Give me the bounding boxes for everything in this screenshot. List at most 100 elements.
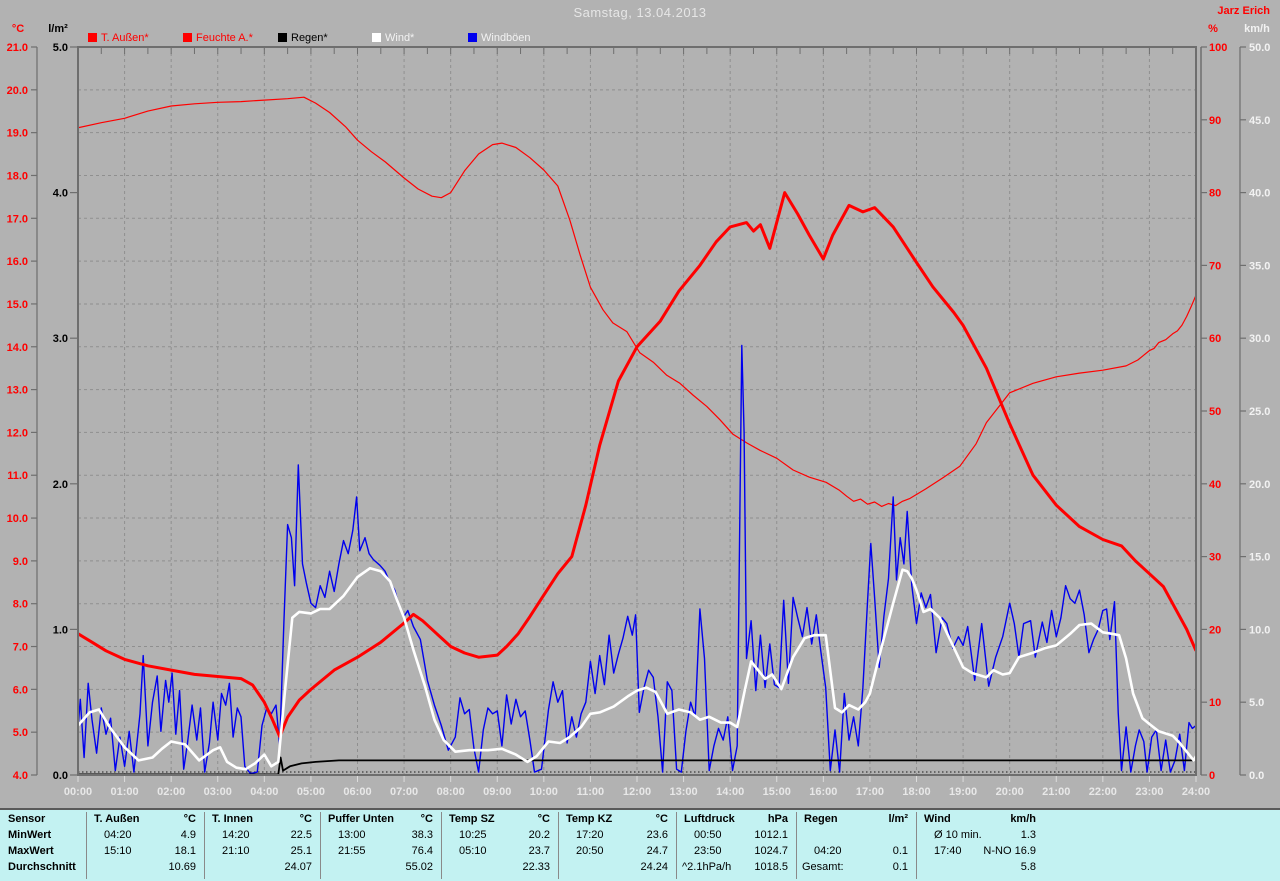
axis-tick-label: 19:00 <box>949 786 977 798</box>
table-column-divider <box>204 812 205 879</box>
axis-tick-label: 15.0 <box>7 299 28 311</box>
axis-tick-label: 3.0 <box>53 333 68 345</box>
table-cell: 23.6 <box>646 829 668 841</box>
table-cell: 21:10 <box>222 845 250 857</box>
table-cell: 21:55 <box>338 845 366 857</box>
table-cell: Wind <box>924 813 951 825</box>
axis-tick-label: 50.0 <box>1249 42 1270 54</box>
table-cell: hPa <box>767 813 788 825</box>
axis-tick-label: 14.0 <box>7 342 28 354</box>
legend-swatch-icon <box>88 33 97 42</box>
table-cell: 23.7 <box>528 845 550 857</box>
plot-border <box>77 46 1197 776</box>
table-cell: Regen <box>804 813 838 825</box>
table-column-divider <box>916 812 917 879</box>
axis-tick-label: 21:00 <box>1042 786 1070 798</box>
table-cell: 17:40 <box>934 845 962 857</box>
legend-swatch-icon <box>278 33 287 42</box>
axis-tick-label: 80 <box>1209 188 1221 200</box>
table-column-divider <box>676 812 677 879</box>
table-cell: °C <box>299 813 312 825</box>
table-cell: 0.1 <box>892 861 908 873</box>
axis-tick-label: 9.0 <box>13 556 28 568</box>
table-cell: 13:00 <box>338 829 366 841</box>
axis-tick-label: 24:00 <box>1182 786 1210 798</box>
axis-tick-label: 20.0 <box>7 85 28 97</box>
axis-tick-label: 18.0 <box>7 170 28 182</box>
table-cell: 24.07 <box>284 861 312 873</box>
sensor-stats-table: Sensor MinWert MaxWert Durchschnitt T. Außen… <box>0 808 1280 881</box>
axis-tick-label: 40 <box>1209 479 1221 491</box>
axis-tick-label: 23:00 <box>1135 786 1163 798</box>
axis-tick-label: 15:00 <box>763 786 791 798</box>
table-cell: 20:50 <box>576 845 604 857</box>
axis-tick-label: 13:00 <box>670 786 698 798</box>
axis-tick-label: 30 <box>1209 552 1221 564</box>
axis-tick-label: 35.0 <box>1249 260 1270 272</box>
series-regen <box>78 756 1196 775</box>
humidity-axis-unit: % <box>1208 23 1218 35</box>
axis-tick-label: 16:00 <box>809 786 837 798</box>
axis-tick-label: 00:00 <box>64 786 92 798</box>
axis-tick-label: 10.0 <box>1249 624 1270 636</box>
axis-tick-label: 30.0 <box>1249 333 1270 345</box>
table-cell: 22.33 <box>522 861 550 873</box>
axis-tick-label: 8.0 <box>13 599 28 611</box>
chart-series-group <box>78 96 1196 775</box>
table-cell: Sensor <box>8 813 46 825</box>
axis-tick-label: 45.0 <box>1249 115 1270 127</box>
table-cell: 00:50 <box>694 829 722 841</box>
axis-tick-label: 0 <box>1209 770 1215 782</box>
table-cell: 10.69 <box>168 861 196 873</box>
series-t-au-en <box>78 191 1196 738</box>
axis-tick-label: 17:00 <box>856 786 884 798</box>
axis-tick-label: 11.0 <box>7 470 28 482</box>
axis-tick-label: 70 <box>1209 260 1221 272</box>
legend-label: Windböen <box>481 32 531 44</box>
axis-tick-label: 19.0 <box>7 128 28 140</box>
axis-tick-label: 4.0 <box>53 188 68 200</box>
series-feuchte-a- <box>78 96 1196 507</box>
table-cell: Gesamt: <box>802 861 844 873</box>
table-cell: MaxWert <box>8 845 54 857</box>
table-column-divider <box>320 812 321 879</box>
legend-label: Feuchte A.* <box>196 32 253 44</box>
legend-label: T. Außen* <box>101 32 149 44</box>
table-cell: 24.24 <box>640 861 668 873</box>
table-cell: T. Innen <box>212 813 253 825</box>
axis-tick-label: 21.0 <box>7 42 28 54</box>
wind-axis-unit: km/h <box>1244 23 1270 35</box>
axis-tick-label: 16.0 <box>7 256 28 268</box>
legend-item: Wind* <box>372 32 414 44</box>
axis-tick-label: 14:00 <box>716 786 744 798</box>
axis-tick-label: 18:00 <box>902 786 930 798</box>
axis-tick-label: 5.0 <box>53 42 68 54</box>
table-cell: 05:10 <box>459 845 487 857</box>
axis-tick-label: 2.0 <box>53 479 68 491</box>
axis-tick-label: 6.0 <box>13 684 28 696</box>
axis-tick-label: 12:00 <box>623 786 651 798</box>
table-cell: Ø 10 min. <box>934 829 982 841</box>
axis-tick-label: 01:00 <box>111 786 139 798</box>
table-cell: 25.1 <box>290 845 312 857</box>
legend-item: Feuchte A.* <box>183 32 253 44</box>
axis-tick-label: 1.0 <box>53 624 68 636</box>
axis-tick-label: 12.0 <box>7 427 28 439</box>
table-cell: 14:20 <box>222 829 250 841</box>
table-cell: 17:20 <box>576 829 604 841</box>
axis-tick-label: 10 <box>1209 697 1221 709</box>
axis-tick-label: 13.0 <box>7 385 28 397</box>
table-cell: 24.7 <box>646 845 668 857</box>
table-cell: 04:20 <box>814 845 842 857</box>
series-windb-en <box>78 344 1196 775</box>
table-cell: MinWert <box>8 829 52 841</box>
table-cell: 0.1 <box>892 845 908 857</box>
axis-tick-label: 50 <box>1209 406 1221 418</box>
legend-item: T. Außen* <box>88 32 149 44</box>
table-cell: 4.9 <box>180 829 196 841</box>
axis-tick-label: 0.0 <box>1249 770 1264 782</box>
temp-axis-unit: °C <box>11 23 25 35</box>
axis-tick-label: 05:00 <box>297 786 325 798</box>
table-cell: km/h <box>1010 813 1036 825</box>
table-cell: 1024.7 <box>754 845 788 857</box>
